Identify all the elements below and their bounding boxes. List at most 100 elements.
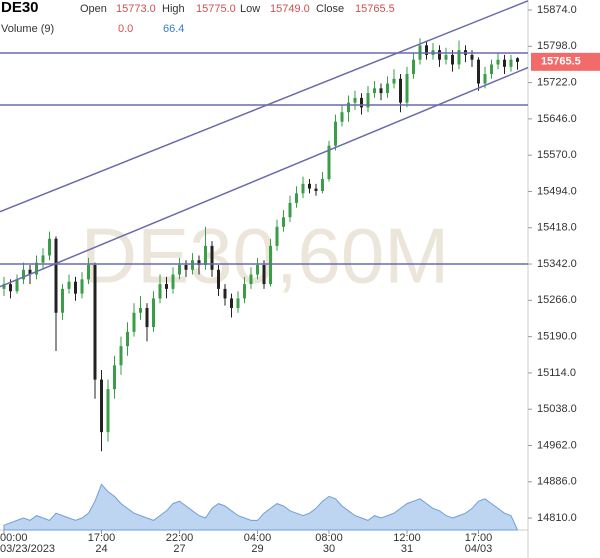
- legend-value: 15773.0: [116, 3, 156, 15]
- candle-body: [74, 281, 77, 294]
- candle-body: [22, 269, 25, 280]
- symbol: DE30: [1, 0, 39, 16]
- candle-body: [87, 265, 90, 280]
- candle-body: [197, 260, 201, 265]
- candle-body: [366, 93, 370, 108]
- candle-body: [243, 284, 246, 299]
- y-tick-label: 15190.0: [537, 331, 577, 343]
- x-tick-label: 04:00: [244, 532, 272, 544]
- candle-body: [54, 238, 58, 313]
- trend-line: [0, 66, 529, 288]
- candle-body: [425, 45, 428, 55]
- candle-body: [184, 265, 188, 270]
- x-tick-date: 31: [401, 543, 413, 555]
- candle-body: [334, 121, 337, 146]
- candle-body: [15, 279, 19, 292]
- candle-body: [113, 365, 116, 390]
- y-tick-label: 15646.0: [537, 113, 577, 125]
- candle-body: [204, 245, 207, 265]
- candle-body: [516, 58, 519, 62]
- candle-body: [451, 54, 454, 65]
- y-tick-label: 15798.0: [537, 40, 577, 52]
- candle-body: [126, 331, 129, 347]
- candle-body: [100, 379, 103, 433]
- candle-body: [249, 274, 253, 285]
- candle-body: [503, 59, 506, 67]
- candle-body: [301, 183, 305, 194]
- legend-value: 15765.5: [355, 3, 395, 15]
- candle-body: [438, 50, 441, 60]
- x-tick-date: 24: [95, 543, 107, 555]
- legend-value: 15775.0: [196, 3, 236, 15]
- legend-name: Low: [240, 3, 260, 15]
- candle-body: [132, 312, 136, 332]
- candle-body: [48, 238, 51, 256]
- volume-area: [3, 483, 519, 531]
- candle-body: [295, 193, 298, 203]
- candle-body: [178, 265, 181, 275]
- candle-body: [483, 74, 487, 84]
- candle-body: [405, 74, 409, 103]
- candle-body: [477, 59, 480, 84]
- candle-body: [236, 298, 240, 308]
- candle-body: [217, 269, 220, 289]
- candle-body: [165, 284, 168, 289]
- x-tick-label: 08:00: [315, 532, 343, 544]
- legend-name: Open: [80, 3, 107, 15]
- candle-body: [379, 88, 383, 94]
- y-tick-label: 15570.0: [537, 149, 577, 161]
- y-tick-label: 15418.0: [537, 222, 577, 234]
- candle-body: [457, 50, 461, 65]
- x-tick-date: 30: [323, 543, 335, 555]
- candle-body: [191, 260, 194, 270]
- legend-name: Close: [316, 3, 344, 15]
- watermark: DE30,60M: [81, 212, 450, 300]
- price-label: 15765.5: [541, 56, 581, 68]
- candle-body: [106, 389, 110, 433]
- candle-body: [139, 307, 142, 313]
- y-tick-label: 14962.0: [537, 439, 577, 451]
- candle-body: [308, 183, 311, 189]
- candle-body: [119, 346, 123, 366]
- y-tick-label: 15342.0: [537, 258, 577, 270]
- candle-body: [158, 284, 162, 299]
- candle-body: [28, 269, 32, 275]
- y-tick-label: 14886.0: [537, 476, 577, 488]
- candle-body: [269, 245, 272, 285]
- x-tick-label: 17:00: [465, 532, 493, 544]
- trend-line: [0, 0, 529, 213]
- candle-body: [392, 78, 396, 84]
- volume-value: 0.0: [118, 23, 133, 35]
- x-tick-label: 22:00: [166, 532, 194, 544]
- candle-body: [347, 102, 350, 113]
- candle-body: [509, 59, 513, 67]
- candle-body: [470, 54, 474, 60]
- candle-body: [327, 145, 331, 180]
- legend-name: High: [162, 3, 185, 15]
- y-tick-label: 15266.0: [537, 294, 577, 306]
- y-tick-label: 14810.0: [537, 512, 577, 524]
- candle-body: [41, 255, 45, 263]
- volume-legend: Volume (9): [1, 23, 54, 35]
- candle-body: [9, 284, 12, 292]
- candle-body: [353, 97, 357, 103]
- candle-body: [223, 288, 227, 299]
- x-tick-label: 17:00: [88, 532, 116, 544]
- candle-body: [490, 64, 493, 75]
- candle-body: [496, 59, 500, 65]
- price-label-box: [531, 52, 600, 71]
- candle-body: [412, 59, 415, 75]
- candle-body: [399, 78, 402, 103]
- candle-body: [35, 262, 38, 275]
- candle-body: [80, 279, 84, 294]
- y-tick-label: 15038.0: [537, 403, 577, 415]
- y-tick-label: 15494.0: [537, 185, 577, 197]
- candle-body: [2, 284, 6, 289]
- candle-body: [360, 97, 363, 108]
- candle-body: [210, 245, 214, 270]
- candle-body: [262, 265, 266, 285]
- candle-body: [386, 83, 389, 94]
- candle-body: [275, 226, 279, 246]
- candle-body: [373, 88, 376, 94]
